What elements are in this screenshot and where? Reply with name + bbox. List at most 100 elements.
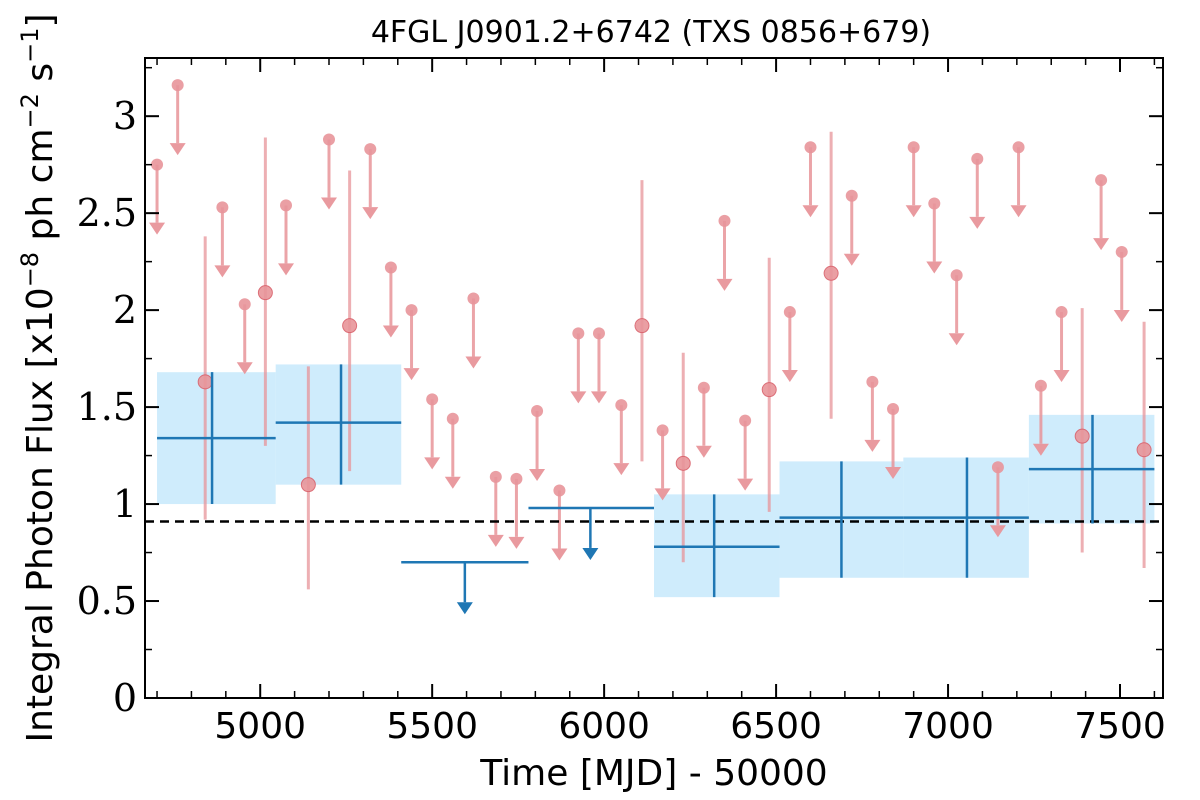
- y-axis-label: Integral Photon Flux [x10−8 ph cm−2 s−1]: [16, 13, 61, 742]
- fine-ul-point-12: [489, 470, 502, 483]
- fine-ul-arrow-34: [1032, 443, 1049, 456]
- y-tick-label-4: 2: [113, 288, 137, 332]
- fine-ul-point-33: [1012, 141, 1025, 154]
- x-tick-label-0: 5000: [214, 706, 306, 747]
- x-tick-label-1: 5500: [386, 706, 478, 747]
- fine-ul-arrow-3: [236, 362, 253, 375]
- plot-frame: [144, 57, 1164, 699]
- x-tick-label-5: 7500: [1074, 706, 1166, 747]
- fine-ul-point-27: [887, 403, 900, 416]
- fine-ul-point-22: [739, 414, 752, 427]
- fine-ul-arrow-37: [1113, 309, 1130, 322]
- fine-ul-point-36: [1095, 174, 1108, 187]
- axis-ticks: 5000 5500 6000 6500 7000 7500 0 0.5 1 1.5 2 2.5 3: [77, 58, 1166, 747]
- fine-ul-point-9: [426, 393, 439, 406]
- fine-ul-arrow-26: [864, 439, 881, 452]
- fine-ul-arrow-27: [885, 467, 902, 480]
- y-axis-label-mid: ph cm: [20, 128, 61, 251]
- fine-ul-point-3: [238, 298, 251, 311]
- y-tick-label-3: 1.5: [77, 385, 137, 429]
- fine-ul-point-16: [572, 327, 585, 340]
- fine-ul-point-0: [151, 158, 164, 171]
- fine-ul-point-34: [1034, 379, 1047, 392]
- fine-ul-point-32: [991, 461, 1004, 474]
- fine-ul-point-11: [467, 292, 480, 305]
- fine-ul-arrow-17: [590, 391, 607, 404]
- fine-ul-point-37: [1115, 245, 1128, 258]
- fine-ul-point-10: [446, 412, 459, 425]
- fine-ul-point-7: [384, 261, 397, 274]
- fine-ul-point-29: [928, 197, 941, 210]
- fine-ul-point-2: [216, 201, 229, 214]
- band-rect-1: [275, 364, 402, 485]
- fine-ul-point-23: [783, 306, 796, 319]
- fine-ul-arrow-0: [149, 222, 166, 235]
- fine-ul-arrow-7: [382, 325, 399, 338]
- y-tick-label-0: 0: [113, 676, 137, 720]
- fine-ul-arrow-16: [570, 391, 587, 404]
- fine-ul-point-17: [592, 327, 605, 340]
- y-axis-label-end: ]: [20, 13, 61, 27]
- fine-ul-arrow-20: [695, 445, 712, 458]
- fine-ul-point-21: [718, 214, 731, 227]
- fine-ul-arrow-9: [424, 457, 441, 470]
- fine-ul-point-8: [405, 304, 418, 317]
- x-axis-label: Time [MJD] - 50000: [479, 753, 827, 794]
- fine-point-7: [823, 265, 839, 281]
- fine-ul-arrow-18: [613, 463, 630, 476]
- fine-ul-arrow-5: [320, 197, 337, 210]
- plot-area: [145, 79, 1163, 615]
- fine-point-2: [300, 477, 316, 493]
- y-axis-label-main: Integral Photon Flux [x10: [20, 287, 61, 742]
- fine-point-0: [197, 374, 213, 390]
- fine-ul-point-1: [171, 79, 184, 92]
- y-tick-label-5: 2.5: [77, 191, 137, 235]
- fine-ul-point-26: [866, 375, 879, 388]
- y-axis-label-exp2: −2: [16, 93, 44, 128]
- fine-ul-point-4: [280, 199, 293, 212]
- y-axis-label-exp1: −8: [16, 252, 44, 287]
- y-tick-label-6: 3: [113, 94, 137, 138]
- fine-ul-arrow-19: [654, 488, 671, 501]
- fine-ul-arrow-21: [716, 278, 733, 291]
- fine-ul-arrow-30: [948, 333, 965, 346]
- fine-point-3: [342, 318, 358, 334]
- coarse-ul-arrow-0: [456, 602, 473, 615]
- fine-ul-arrow-11: [465, 356, 482, 369]
- fine-ul-point-30: [950, 269, 963, 282]
- y-axis-label-mid2: s: [20, 63, 61, 93]
- fine-ul-arrow-31: [969, 216, 986, 229]
- fine-ul-point-20: [697, 381, 710, 394]
- fine-ul-point-15: [553, 484, 566, 497]
- fine-ul-point-14: [531, 404, 544, 417]
- y-tick-label-1: 0.5: [77, 579, 137, 623]
- fine-ul-arrow-14: [529, 468, 546, 481]
- chart-title: 4FGL J0901.2+6742 (TXS 0856+679): [371, 15, 931, 50]
- fine-ul-arrow-8: [403, 368, 420, 381]
- fine-point-6: [761, 382, 777, 398]
- fine-ul-arrow-28: [905, 205, 922, 218]
- fine-ul-arrow-32: [989, 525, 1006, 538]
- fine-ul-arrow-4: [278, 263, 295, 276]
- fine-point-8: [1074, 428, 1090, 444]
- x-tick-label-2: 6000: [558, 706, 650, 747]
- fine-ul-arrow-10: [444, 476, 461, 489]
- y-axis-label-exp3: −1: [16, 28, 44, 63]
- fine-ul-arrow-2: [214, 265, 231, 278]
- fine-ul-arrow-6: [362, 207, 379, 220]
- fine-point-9: [1136, 442, 1152, 458]
- x-tick-label-3: 6500: [730, 706, 822, 747]
- fine-ul-arrow-29: [926, 261, 943, 274]
- fine-ul-arrow-23: [781, 370, 798, 383]
- y-tick-label-2: 1: [113, 482, 137, 526]
- fine-ul-arrow-1: [169, 143, 186, 156]
- fine-point-4: [634, 318, 650, 334]
- fine-ul-point-13: [510, 472, 523, 485]
- coarse-ul-arrow-1: [582, 547, 599, 560]
- fine-ul-arrow-24: [802, 205, 819, 218]
- fine-ul-point-25: [845, 189, 858, 202]
- fine-ul-arrow-33: [1010, 205, 1027, 218]
- fine-ul-point-35: [1055, 306, 1068, 319]
- fine-ul-arrow-35: [1053, 370, 1070, 383]
